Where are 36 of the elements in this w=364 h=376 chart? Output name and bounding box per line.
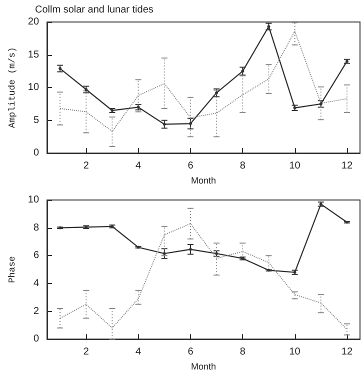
x-axis-title: Month	[191, 362, 216, 372]
y-tick-label: 6	[33, 250, 40, 262]
line-series	[58, 202, 348, 274]
chart-title: Collm solar and lunar tides	[35, 4, 154, 16]
y-tick-label: 0	[33, 334, 40, 345]
x-tick-label: 2	[83, 160, 90, 172]
x-tick-label: 4	[136, 160, 142, 172]
x-tick-label: 6	[188, 346, 194, 358]
x-tick-label: 10	[289, 346, 301, 358]
x-tick-label: 10	[289, 160, 301, 172]
point	[162, 122, 166, 126]
y-tick-label: 8	[33, 222, 40, 234]
y-tick-label: 15	[28, 49, 40, 60]
x-tick-label: 12	[341, 346, 353, 358]
point	[162, 252, 166, 256]
point	[215, 91, 218, 94]
y-axis-title: Phase	[8, 256, 18, 284]
point	[319, 102, 322, 106]
point	[267, 25, 270, 28]
y-tick-label: 0	[33, 148, 40, 159]
x-tick-label: 8	[240, 346, 246, 358]
x-tick-label: 6	[188, 160, 194, 172]
y-axis-title: Amplitude (m/s)	[8, 47, 18, 128]
point	[58, 67, 62, 70]
point	[241, 70, 244, 73]
x-tick-label: 4	[136, 346, 142, 358]
y-tick-label: 20	[28, 16, 40, 28]
x-tick-label: 12	[341, 160, 353, 172]
y-tick-label: 2	[33, 306, 40, 317]
x-axis-title: Month	[191, 176, 216, 186]
y-tick-label: 5	[33, 114, 40, 126]
x-tick-label: 2	[83, 346, 90, 358]
y-tick-label: 4	[33, 278, 40, 289]
y-tick-label: 10	[28, 194, 40, 206]
x-tick-label: 8	[240, 160, 246, 172]
y-tick-label: 10	[28, 82, 40, 94]
